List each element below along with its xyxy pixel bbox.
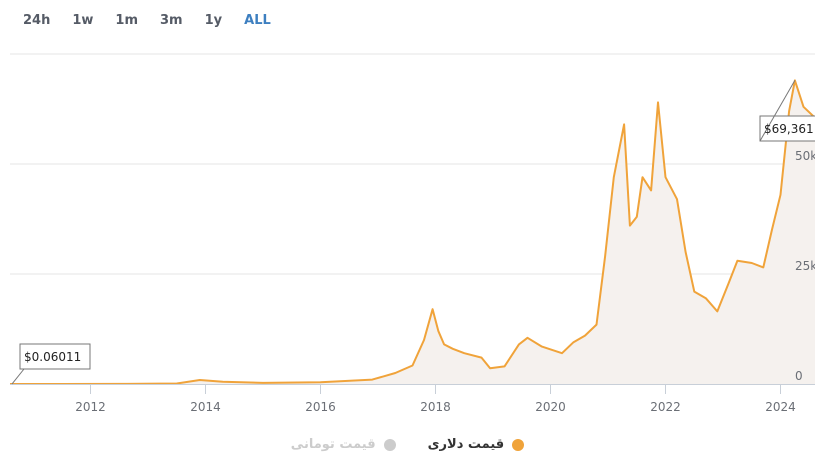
legend-toman-label: قیمت تومانی	[290, 437, 376, 452]
y-tick-label: 0	[795, 369, 803, 383]
annotation-box-peak	[759, 115, 815, 142]
range-selector: 24h 1w 1m 3m 1y ALL	[12, 8, 282, 32]
annotation-label-start: $0.06011	[24, 350, 81, 364]
series-area-usd	[10, 80, 815, 385]
series-line-usd	[10, 79, 815, 385]
x-tick-label: 2016	[305, 400, 336, 414]
y-tick-label: 50k	[795, 149, 815, 163]
legend-item-toman-price[interactable]: قیمت تومانی	[291, 437, 396, 452]
range-1y-button[interactable]: 1y	[204, 12, 223, 28]
range-3m-button[interactable]: 3m	[160, 12, 183, 28]
annotation-connector-peak	[759, 80, 796, 142]
x-tick-label: 2018	[420, 400, 451, 414]
price-chart: 2012 2014 2016 2018 2020 2022 2024 0 25k 50k $0.06…	[10, 53, 815, 414]
legend-usd-label: قیمت دلاری	[427, 437, 505, 452]
x-tick-label: 2012	[75, 400, 106, 414]
legend-usd-dot	[512, 438, 525, 451]
x-tick-label: 2024	[765, 400, 796, 414]
x-tick-label: 2020	[535, 400, 566, 414]
range-24h-button[interactable]: 24h	[23, 12, 51, 28]
range-all-button[interactable]: ALL	[244, 12, 271, 28]
range-1m-button[interactable]: 1m	[115, 12, 139, 28]
annotation-label-peak: $69,361	[764, 122, 814, 136]
x-tick-label: 2014	[190, 400, 221, 414]
range-1w-button[interactable]: 1w	[72, 12, 94, 28]
legend-item-usd-price[interactable]: قیمت دلاری	[428, 437, 525, 452]
x-tick-label: 2022	[650, 400, 681, 414]
annotation-connector-start	[11, 368, 25, 385]
y-tick-label: 25k	[795, 259, 815, 273]
chart-legend: قیمت دلاری قیمت تومانی	[0, 437, 815, 452]
legend-toman-dot	[383, 438, 396, 451]
annotation-box-start	[19, 343, 91, 370]
